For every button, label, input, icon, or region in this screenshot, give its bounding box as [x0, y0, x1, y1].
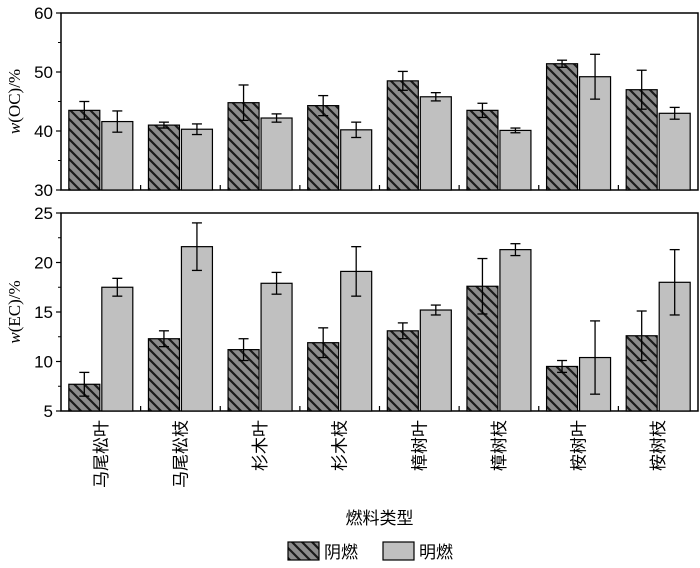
bar-flaming	[101, 120, 134, 191]
bar-flaming	[419, 309, 452, 412]
error-bar	[271, 113, 282, 123]
error-bar	[669, 106, 680, 120]
error-bar	[158, 330, 169, 348]
error-bar	[636, 310, 647, 362]
bar-flaming	[499, 129, 532, 191]
x-category-label: 樟树枝	[490, 420, 510, 471]
legend-item: 明燃	[382, 541, 453, 563]
bar-flaming	[180, 246, 214, 412]
bar-flaming	[340, 129, 373, 191]
bar-smolder	[227, 102, 260, 191]
error-bar	[590, 53, 601, 100]
y-axis-title: w(EC)/%	[5, 280, 24, 343]
error-bar	[112, 110, 123, 133]
y-tick-label: 20	[34, 254, 53, 273]
error-bar	[238, 84, 249, 122]
y-tick-label: 10	[34, 353, 53, 372]
bar-flaming	[260, 117, 293, 191]
error-bar	[318, 327, 329, 359]
bar-smolder	[307, 105, 340, 191]
error-bar	[79, 100, 90, 120]
error-bar	[271, 271, 282, 295]
bar-flaming	[260, 282, 293, 412]
error-bar	[590, 320, 601, 395]
error-bar	[158, 121, 169, 129]
error-bar	[351, 121, 362, 139]
y-tick-label: 50	[34, 63, 53, 82]
y-axis-title-rest: (EC)/%	[5, 280, 24, 332]
bar-smolder	[545, 63, 579, 191]
bar-smolder	[147, 338, 181, 412]
bar-smolder	[466, 109, 499, 191]
bar-smolder	[147, 124, 181, 191]
legend-label: 阴燃	[324, 543, 358, 563]
x-category-label: 杉木叶	[251, 420, 271, 471]
x-category-label: 樟树叶	[410, 420, 430, 471]
error-bar	[351, 246, 362, 297]
error-bar	[430, 304, 441, 316]
error-bar	[477, 257, 488, 315]
error-bar	[477, 102, 488, 119]
panel-ec: 5 10 15 20 25 w(EC)/%	[5, 204, 699, 421]
y-axis-title: w(OC)/%	[5, 69, 24, 134]
y-axis-title-var: w	[5, 122, 24, 134]
error-bar	[510, 243, 521, 257]
y-axis-title-rest: (OC)/%	[5, 69, 24, 123]
bar-flaming	[180, 128, 214, 191]
bar-flaming	[658, 112, 691, 191]
legend: 阴燃 明燃	[287, 541, 453, 563]
error-bar	[318, 94, 329, 117]
bar-flaming	[101, 286, 134, 412]
y-tick-label: 30	[34, 181, 53, 200]
error-bar	[238, 338, 249, 362]
error-bar	[669, 248, 680, 316]
error-bar	[79, 371, 90, 397]
error-bar	[397, 70, 408, 91]
x-category-label: 马尾松叶	[92, 420, 112, 488]
error-bar	[557, 359, 568, 374]
error-bar	[397, 322, 408, 340]
error-bar	[636, 69, 647, 110]
bar-smolder	[68, 109, 101, 191]
panel-oc: 30 40 50 60 w(OC)/%	[5, 4, 699, 200]
bar-smolder	[386, 330, 419, 412]
y-axis-title-var: w	[5, 332, 24, 344]
error-bar	[557, 59, 568, 68]
error-bar	[191, 123, 202, 136]
x-category-label: 桉树叶	[570, 420, 590, 471]
bar-flaming	[419, 96, 452, 191]
bar-smolder	[386, 80, 419, 191]
legend-label: 明燃	[419, 543, 453, 563]
legend-swatch	[287, 541, 320, 561]
y-tick-label: 25	[34, 204, 53, 223]
y-tick-label: 40	[34, 122, 53, 141]
y-tick-label: 15	[34, 303, 53, 322]
x-axis-title: 燃料类型	[346, 509, 414, 529]
x-category-label: 桉树枝	[649, 420, 669, 471]
error-bar	[112, 277, 123, 297]
error-bar	[430, 92, 441, 102]
legend-swatch	[382, 541, 415, 561]
x-category-label: 杉木枝	[331, 420, 351, 471]
error-bar	[510, 127, 521, 134]
error-bar	[191, 222, 202, 272]
x-category-label: 马尾松枝	[171, 420, 191, 488]
bar-smolder	[545, 365, 579, 412]
bar-flaming	[499, 249, 532, 412]
y-tick-label: 5	[44, 402, 53, 421]
legend-item: 阴燃	[287, 541, 358, 563]
y-tick-label: 60	[34, 4, 53, 23]
